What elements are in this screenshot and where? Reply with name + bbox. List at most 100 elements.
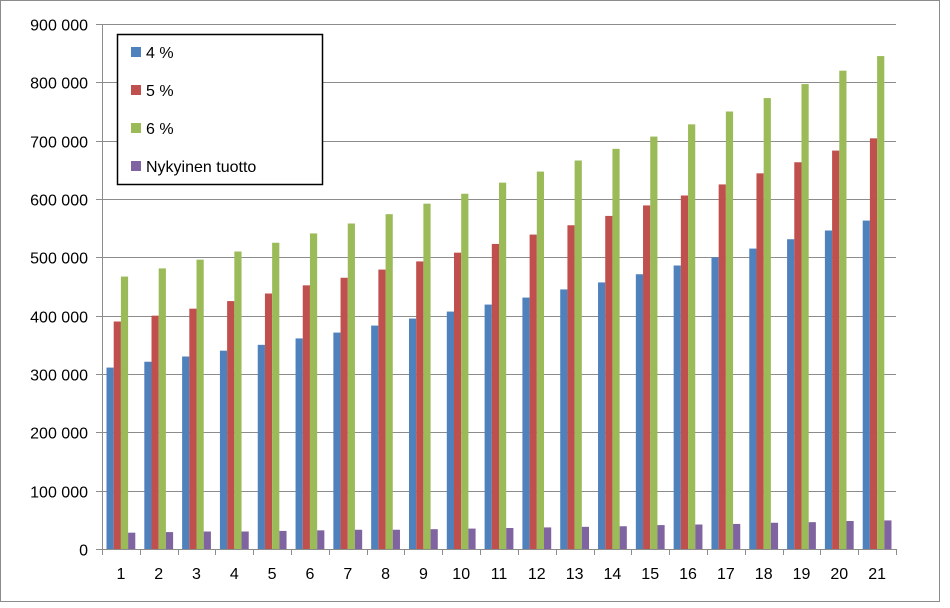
bar: [392, 529, 400, 549]
bar: [544, 527, 552, 549]
bar: [295, 338, 303, 549]
bar: [824, 230, 833, 549]
bar: [794, 162, 802, 549]
x-tick-label: 11: [491, 566, 508, 583]
legend-label: 5 %: [146, 83, 174, 100]
bar: [718, 184, 726, 550]
bar: [808, 522, 816, 549]
bar: [877, 56, 885, 549]
bar: [869, 138, 878, 549]
bar: [884, 520, 892, 549]
bar: [711, 257, 719, 549]
bar: [506, 528, 514, 549]
bar: [612, 148, 620, 549]
legend-swatch: [131, 47, 141, 57]
bar: [560, 289, 568, 549]
bar: [120, 276, 129, 549]
legend-label: 4 %: [146, 45, 174, 62]
bar: [650, 136, 658, 549]
x-tick-label: 3: [192, 566, 201, 583]
bar: [158, 268, 166, 549]
bar: [567, 225, 575, 549]
bar: [371, 325, 379, 549]
bar: [657, 525, 665, 549]
axes: 0 100 000 200 000 300 000 400 000 500 000 600 …: [30, 18, 897, 583]
y-tick-label: 900 000: [30, 18, 88, 35]
y-tick-label: 200 000: [30, 426, 88, 443]
bar: [446, 311, 454, 549]
x-tick-label: 9: [419, 566, 428, 583]
bar: [461, 193, 469, 549]
bar: [151, 315, 159, 549]
x-tick-label: 10: [452, 566, 470, 583]
bar: [491, 243, 499, 550]
bar: [333, 332, 341, 549]
x-tick-label: 16: [679, 566, 697, 583]
bar: [619, 526, 627, 549]
x-tick-label: 14: [604, 566, 622, 583]
legend: 4 % 5 % 6 % Nykyinen tuotto: [116, 33, 324, 186]
bar: [605, 215, 613, 550]
x-tick-label: 2: [154, 566, 163, 583]
bar: [354, 529, 363, 549]
bar: [749, 248, 757, 549]
bar: [522, 297, 530, 549]
bar: [680, 195, 689, 549]
bar: [770, 522, 779, 549]
bar: [317, 530, 325, 549]
bar: [430, 529, 438, 549]
x-tick-label: 13: [566, 566, 584, 583]
bar: [832, 150, 840, 549]
bar: [499, 182, 507, 550]
bar: [272, 242, 280, 549]
x-tick-label: 12: [528, 566, 546, 583]
bar: [763, 98, 771, 549]
legend-swatch: [131, 123, 141, 133]
bar: [733, 523, 741, 549]
x-tick-label: 1: [116, 566, 125, 583]
bar: [309, 233, 318, 550]
x-tick-label: 8: [381, 566, 390, 583]
bar: [128, 532, 136, 549]
y-tick-label: 500 000: [30, 251, 88, 268]
bar: [673, 265, 681, 549]
bar: [302, 285, 310, 549]
bar: [106, 367, 114, 549]
bar: [695, 524, 703, 549]
bar: [756, 173, 764, 549]
x-tick-label: 18: [755, 566, 773, 583]
x-tick-label: 20: [830, 566, 848, 583]
bar: [801, 84, 809, 549]
bar: [453, 252, 462, 550]
bar: [340, 277, 348, 549]
x-tick-label: 15: [641, 566, 659, 583]
bar: [529, 234, 537, 549]
x-tick-label: 21: [868, 566, 886, 583]
bar: [574, 160, 582, 549]
bars: [106, 56, 892, 550]
x-tick-label: 7: [343, 566, 352, 583]
bar: [635, 274, 644, 549]
bar: [408, 318, 417, 549]
bar: [643, 205, 651, 550]
bar: [113, 321, 121, 549]
bar: [423, 203, 431, 550]
x-tick-label: 19: [793, 566, 811, 583]
y-tick-label: 700 000: [30, 135, 88, 152]
bar: [846, 521, 854, 549]
bar: [189, 308, 197, 549]
bar: [536, 171, 545, 549]
bar: [598, 282, 606, 549]
y-tick-label: 800 000: [30, 76, 88, 93]
bar: [196, 259, 204, 549]
bar: [347, 223, 355, 549]
bar: [264, 293, 273, 549]
bar: [227, 301, 235, 549]
legend-label: 6 %: [146, 121, 174, 138]
y-tick-label: 300 000: [30, 368, 88, 385]
bar: [182, 356, 190, 549]
bar: [234, 251, 242, 549]
bar: [787, 239, 795, 549]
legend-swatch: [131, 85, 141, 95]
